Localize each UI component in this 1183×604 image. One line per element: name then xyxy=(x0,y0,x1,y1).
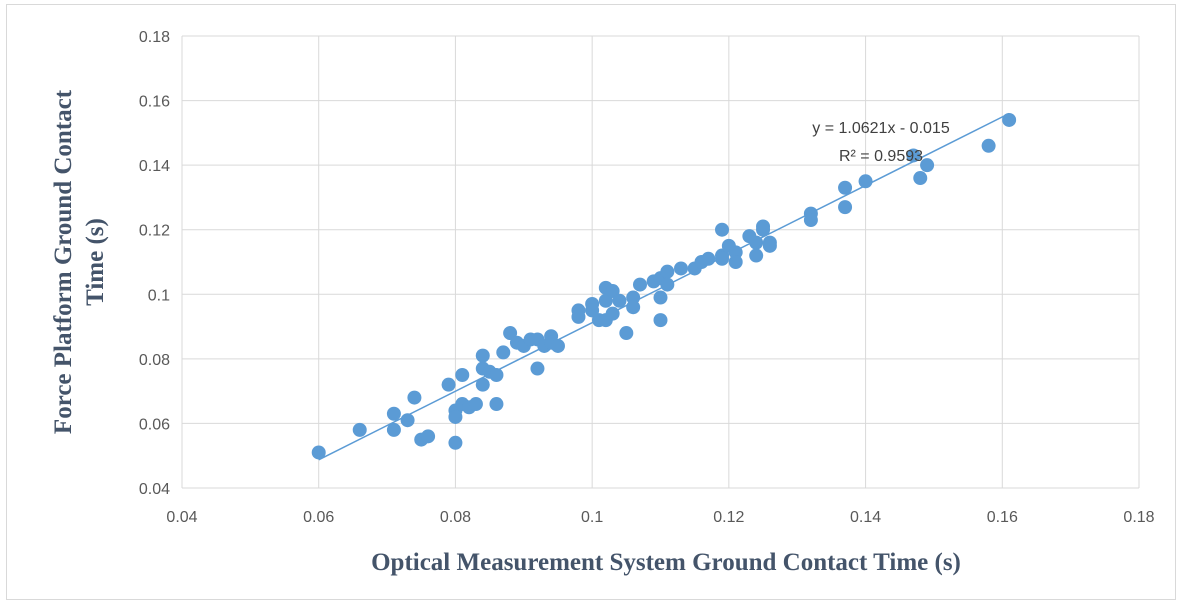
tick-labels: 0.04 0.06 0.08 0.1 0.12 0.14 0.16 0.18 0.04 0.06 0… xyxy=(139,29,1155,526)
data-point xyxy=(455,368,470,382)
x-tick-label: 0.08 xyxy=(440,509,471,526)
x-tick-label: 0.12 xyxy=(713,509,744,526)
data-point xyxy=(311,445,326,460)
y-tick-label: 0.14 xyxy=(139,158,170,175)
data-point xyxy=(762,238,777,253)
data-point xyxy=(503,326,518,341)
data-point xyxy=(913,171,928,186)
data-point xyxy=(653,290,668,305)
data-point xyxy=(728,245,743,260)
data-point xyxy=(441,377,456,392)
data-point xyxy=(400,413,415,428)
y-tick-label: 0.16 xyxy=(139,94,170,111)
data-point xyxy=(838,180,853,195)
x-tick-label: 0.04 xyxy=(166,509,197,526)
data-point xyxy=(530,361,545,376)
data-point xyxy=(619,326,634,341)
y-tick-label: 0.12 xyxy=(139,223,170,240)
y-axis-title-line-2: Time (s) xyxy=(82,218,109,306)
data-point xyxy=(598,293,613,308)
y-tick-label: 0.08 xyxy=(139,352,170,369)
data-point xyxy=(660,277,675,292)
data-point xyxy=(701,251,716,266)
y-tick-label: 0.1 xyxy=(148,287,170,304)
y-tick-label: 0.18 xyxy=(139,29,170,46)
data-point xyxy=(653,313,668,328)
y-tick-label: 0.06 xyxy=(139,416,170,433)
trendline-equation: y = 1.0621x - 0.015 xyxy=(812,120,950,137)
data-point xyxy=(475,348,490,363)
data-point xyxy=(1002,112,1017,127)
data-point xyxy=(838,200,853,215)
data-point xyxy=(475,377,490,392)
data-point xyxy=(674,261,689,276)
data-point xyxy=(626,300,641,315)
data-point xyxy=(803,213,818,228)
data-point xyxy=(626,290,641,305)
data-point xyxy=(468,397,483,412)
r-squared-label: R² = 0.9593 xyxy=(839,148,923,165)
data-point xyxy=(585,303,600,318)
data-point xyxy=(386,406,401,421)
data-point xyxy=(448,435,463,450)
data-points xyxy=(311,112,1017,460)
x-axis-title: Optical Measurement System Ground Contac… xyxy=(371,549,961,576)
data-point xyxy=(981,138,996,153)
data-point xyxy=(550,338,565,353)
data-point xyxy=(605,306,620,321)
data-point xyxy=(906,148,921,163)
data-point xyxy=(660,264,675,279)
data-point xyxy=(571,309,586,324)
x-tick-label: 0.16 xyxy=(987,509,1018,526)
data-point xyxy=(715,251,730,266)
data-point xyxy=(920,158,935,173)
gridlines xyxy=(181,35,1140,489)
data-point xyxy=(407,390,422,405)
x-tick-label: 0.18 xyxy=(1123,509,1154,526)
x-tick-label: 0.14 xyxy=(850,509,881,526)
x-tick-label: 0.06 xyxy=(303,509,334,526)
data-point xyxy=(386,422,401,437)
data-point xyxy=(448,409,463,424)
y-tick-label: 0.04 xyxy=(139,481,170,498)
data-point xyxy=(858,174,873,189)
data-point xyxy=(756,222,771,237)
data-point xyxy=(489,368,504,382)
data-point xyxy=(352,422,367,437)
data-point xyxy=(612,293,627,308)
data-point xyxy=(749,248,764,263)
data-point xyxy=(728,255,743,269)
data-point xyxy=(605,284,620,299)
y-axis-title-line-1: Force Platform Ground Contact xyxy=(50,89,77,434)
data-point xyxy=(489,397,504,412)
data-point xyxy=(715,222,730,237)
x-tick-label: 0.1 xyxy=(581,509,603,526)
data-point xyxy=(749,235,764,250)
data-point xyxy=(496,345,511,360)
data-point xyxy=(632,277,647,292)
data-point xyxy=(421,429,436,444)
